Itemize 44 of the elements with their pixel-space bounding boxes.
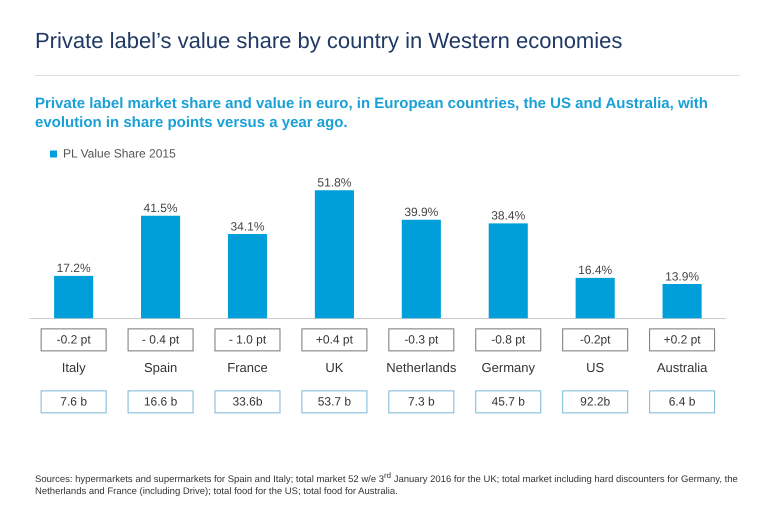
x-tick-label: Netherlands: [386, 360, 457, 375]
data-label: 39.9%: [404, 205, 439, 220]
data-label: 16.4%: [578, 263, 613, 278]
data-label: 34.1%: [230, 219, 265, 234]
bar: [488, 223, 528, 318]
text: +0.2 pt: [664, 332, 702, 347]
bar: [576, 278, 615, 318]
text: 92.2b: [580, 394, 611, 409]
bar: [141, 216, 180, 318]
x-tick-label: Italy: [62, 360, 86, 375]
x-tick-label: Germany: [482, 360, 536, 375]
text: -0.8 pt: [491, 332, 526, 347]
text: -0.2 pt: [56, 332, 92, 347]
bar: [402, 220, 441, 318]
bar: [228, 234, 268, 318]
text: +0.4 pt: [316, 332, 354, 347]
bar: [662, 284, 702, 318]
text: 45.7 b: [492, 394, 526, 409]
data-label: 51.8%: [317, 176, 352, 190]
legend-label: PL Value Share 2015: [63, 146, 176, 160]
chart-subtitle: Private label market share and value in euro, in European countries, the US and Australia, with evolution in share points versus a year ago.: [35, 94, 709, 132]
text: - 1.0 pt: [228, 332, 267, 347]
text: - 0.4 pt: [142, 332, 180, 347]
data-label: 41.5%: [144, 201, 178, 216]
data-label: 38.4%: [491, 208, 526, 223]
text: 16.6 b: [144, 394, 178, 409]
text: -0.2pt: [580, 332, 612, 347]
text: -0.3 pt: [404, 332, 439, 347]
x-tick-label: Spain: [144, 360, 178, 375]
bar: [54, 276, 94, 318]
bar: [314, 190, 354, 318]
x-tick-label: US: [586, 360, 605, 375]
chart-title: Private label’s value share by country in Western economies: [35, 28, 622, 54]
text: 6.4 b: [668, 394, 696, 409]
data-label: 13.9%: [665, 269, 700, 284]
text: 7.3 b: [408, 394, 435, 409]
text: 33.6b: [232, 394, 263, 409]
x-tick-label: France: [227, 360, 268, 375]
text: 7.6 b: [60, 394, 88, 409]
data-label: 17.2%: [56, 261, 91, 276]
source-note: Sources: hypermarkets and supermarkets for Spain and Italy; total market 52 w/e 3$^{rd}$ January 2016 for the UK; total market including hard discounters for Germany, the Netherlands and France (including Drive); total food for the US; total food for Australia.: [35, 470, 739, 498]
text: 53.7 b: [318, 394, 352, 409]
x-tick-label: UK: [325, 360, 344, 375]
x-tick-label: Australia: [656, 360, 708, 375]
